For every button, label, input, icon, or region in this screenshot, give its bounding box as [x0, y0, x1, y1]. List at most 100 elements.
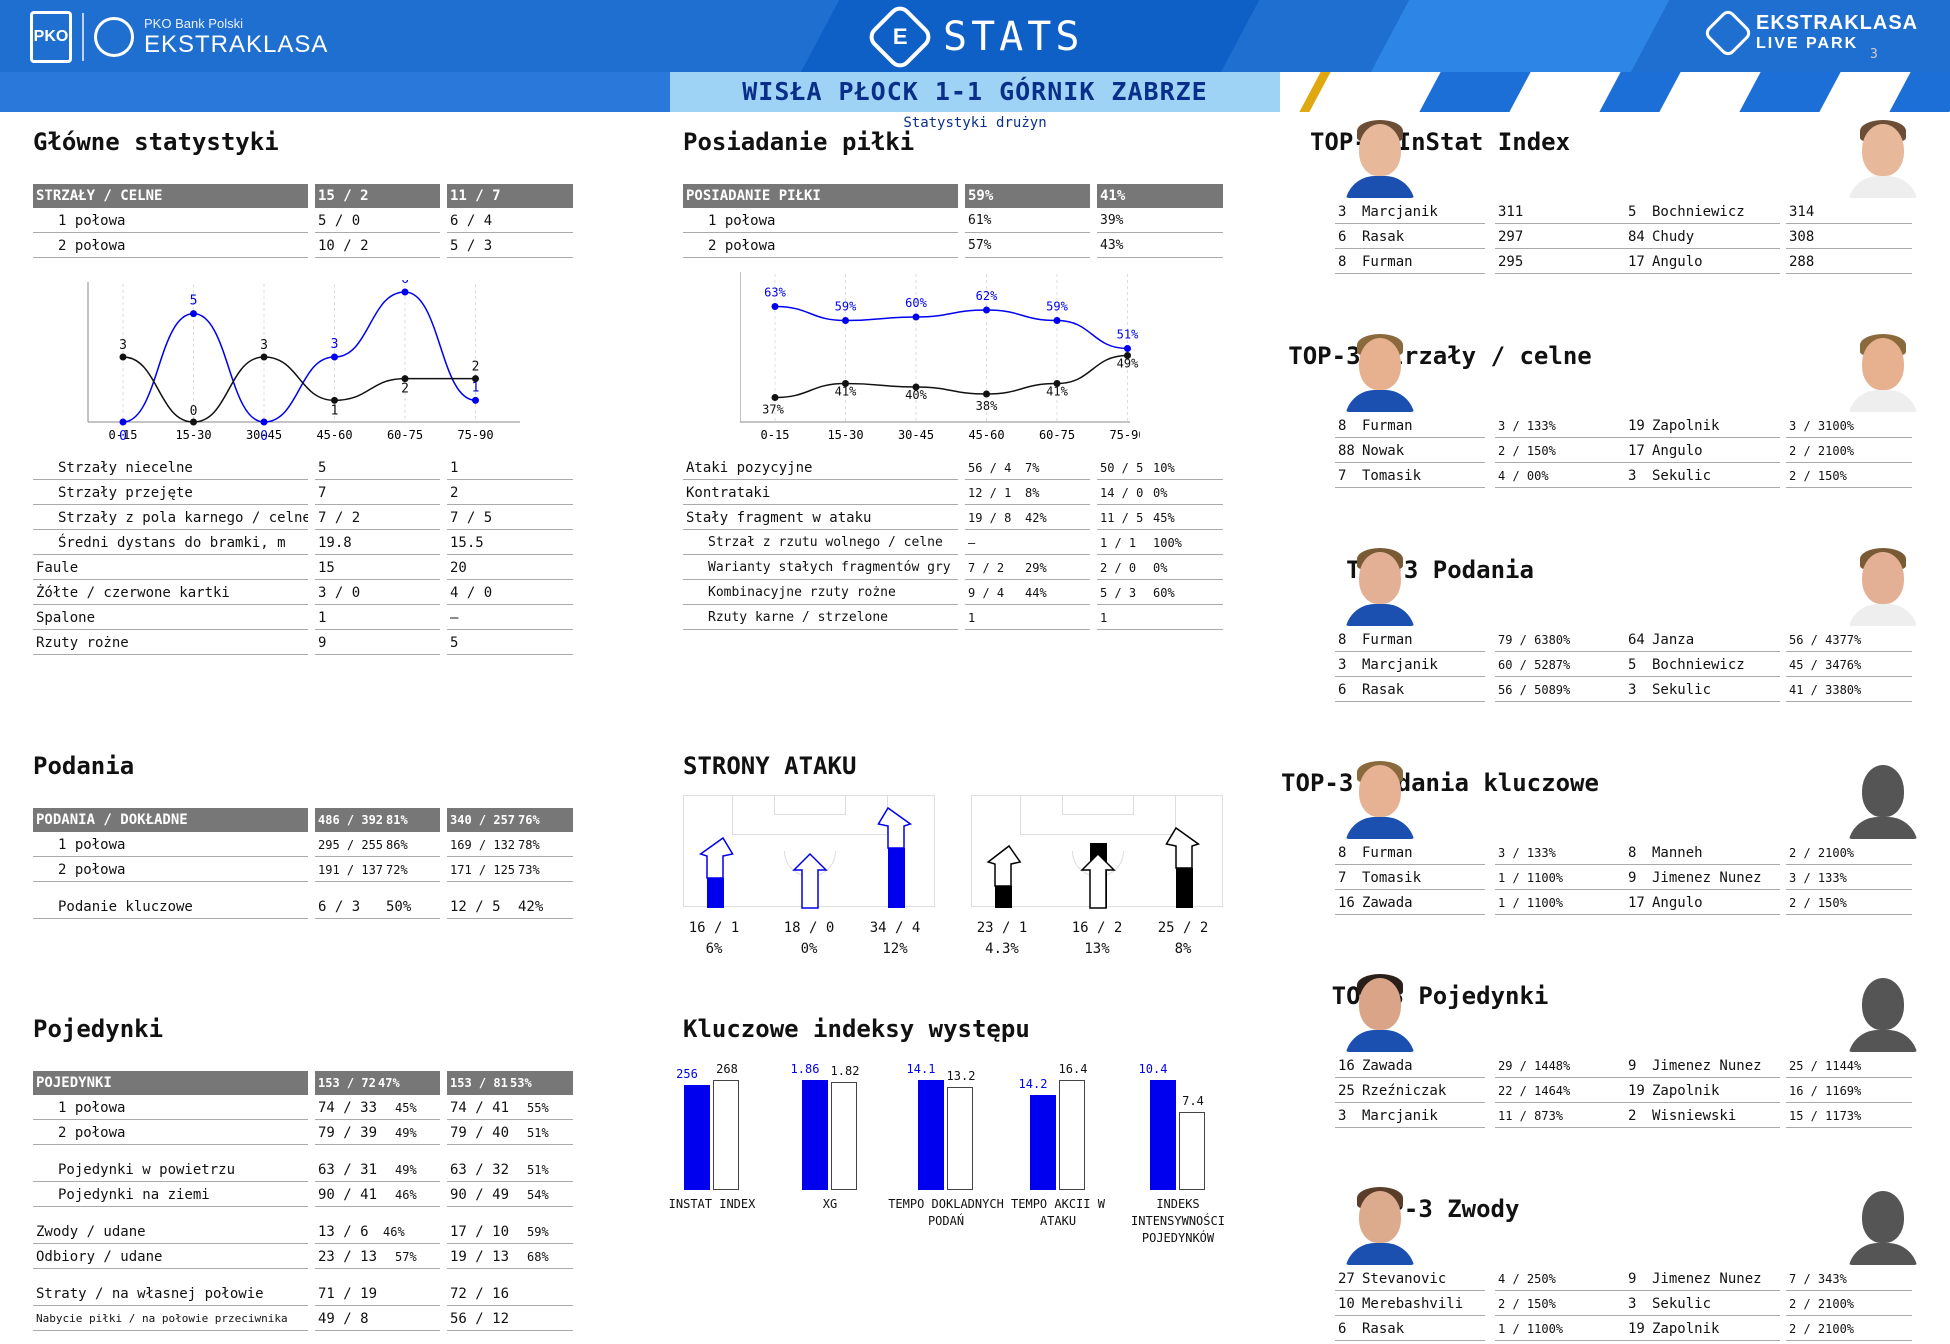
- player-number: 3: [1338, 1108, 1347, 1124]
- data-label: 2: [472, 360, 480, 375]
- header-home: 59%: [965, 184, 1090, 208]
- player-number: 19: [1628, 1321, 1645, 1337]
- row-home: 71 / 19: [315, 1282, 440, 1306]
- index-category-label: XG: [822, 1197, 838, 1211]
- player-name: Marcjanik: [1362, 1108, 1438, 1124]
- player-number: 3: [1628, 1296, 1637, 1312]
- row-label: Strzały z pola karnego / celne: [33, 506, 308, 530]
- top3-value: 3 / 133%: [1495, 414, 1625, 438]
- page-number: 3: [1870, 47, 1878, 62]
- top3-value: 3 / 3100%: [1786, 414, 1912, 438]
- value: 295: [1498, 254, 1524, 270]
- value: 308: [1789, 229, 1815, 245]
- row-home-pct: 49%: [395, 1126, 417, 1140]
- value-pct: 100%: [1825, 846, 1855, 860]
- player-number: 9: [1628, 1271, 1637, 1287]
- table-row: 2 połowa 79 / 39 49% 79 / 40 51%: [33, 1121, 573, 1146]
- player-name: Zapolnik: [1652, 418, 1720, 434]
- table-row: 1 połowa 74 / 33 45% 74 / 41 55%: [33, 1096, 573, 1121]
- table-row: Kombinacyjne rzuty rożne 9 / 4 44% 5 / 3 60%: [683, 581, 1223, 606]
- data-label: 1: [472, 380, 480, 395]
- value: 2 / 2: [1789, 1322, 1826, 1336]
- series-line: [122, 291, 476, 423]
- shirt: [1848, 1243, 1918, 1265]
- row-away-pct: 51%: [527, 1163, 549, 1177]
- player-silhouette-icon: [1848, 1185, 1918, 1265]
- value-pct: 87%: [1548, 658, 1571, 672]
- header-label: POJEDYNKI: [33, 1071, 308, 1095]
- row-away: 2 / 0: [1097, 556, 1223, 580]
- row-label: Kontrataki: [683, 481, 958, 505]
- row-home: 295 / 255: [315, 833, 440, 857]
- attack-arrow-icon: [792, 852, 828, 909]
- top3-value: 288: [1786, 250, 1912, 274]
- row-home-pct: 50%: [386, 899, 412, 915]
- section-title-possession: Posiadanie piłki: [683, 128, 915, 156]
- row-label: 1 połowa: [683, 209, 958, 233]
- data-point: [1124, 352, 1131, 359]
- value: 2 / 1: [1498, 1297, 1535, 1311]
- player-name: Rasak: [1362, 1321, 1405, 1337]
- player-name: Rasak: [1362, 682, 1405, 698]
- data-label: 3: [119, 338, 127, 353]
- head: [1862, 552, 1904, 604]
- row-home: 7: [315, 481, 440, 505]
- attack-level-bar: [707, 878, 724, 908]
- player-name: Bochniewicz: [1652, 657, 1745, 673]
- table-header: POJEDYNKI 153 / 72 47% 153 / 81 53%: [33, 1071, 573, 1096]
- value: 16 / 11: [1789, 1084, 1840, 1098]
- data-point: [260, 353, 268, 361]
- top3-player: 2 Wisniewski: [1625, 1104, 1780, 1128]
- table-row: Kontrataki 12 / 1 8% 14 / 0 0%: [683, 481, 1223, 506]
- table-row: Odbiory / udane 23 / 13 57% 19 / 13 68%: [33, 1245, 573, 1270]
- row-label: 1 połowa: [33, 209, 308, 233]
- shirt: [1848, 176, 1918, 198]
- row-home: 9 / 4: [965, 581, 1090, 605]
- index-category-label: INDEKS INTENSYWNOŚCI POJEDYNKÓW: [1131, 1197, 1225, 1245]
- value-pct: 69%: [1839, 1084, 1862, 1098]
- value: 2 / 2: [1789, 444, 1826, 458]
- table-row: 2 połowa 57% 43%: [683, 234, 1223, 259]
- attack-side-label: 16 / 2 13%: [1057, 918, 1137, 960]
- row-away: 1: [447, 456, 573, 480]
- bank-name: PKO Bank Polski: [144, 15, 243, 31]
- row-away: 17 / 10: [447, 1220, 573, 1244]
- head: [1862, 338, 1904, 390]
- row-away: 74 / 41: [447, 1096, 573, 1120]
- top3-player: 7 Tomasik: [1335, 866, 1485, 890]
- top3-player: 19 Zapolnik: [1625, 1317, 1780, 1341]
- attack-count: 23 / 1: [976, 920, 1028, 936]
- row-away: 72 / 16: [447, 1282, 573, 1306]
- value: 4 / 2: [1498, 1272, 1535, 1286]
- row-away: 1 / 1: [1097, 531, 1223, 555]
- index-value-away: 13.2: [946, 1069, 976, 1083]
- data-point: [771, 394, 779, 401]
- top3-value: 15 / 1173%: [1786, 1104, 1912, 1128]
- value-pct: 33%: [1825, 871, 1847, 885]
- value-pct: 100%: [1534, 871, 1564, 885]
- shirt: [1345, 390, 1415, 412]
- top3-value: 4 / 00%: [1495, 464, 1625, 488]
- row-home-pct: 29%: [1025, 561, 1047, 575]
- top3-value: 41 / 3380%: [1786, 678, 1912, 702]
- row-label: Strzał z rzutu wolnego / celne: [683, 531, 958, 555]
- index-bar-away: [1179, 1112, 1205, 1190]
- value: 3 / 1: [1789, 871, 1826, 885]
- row-label: Pojedynki na ziemi: [33, 1183, 308, 1207]
- value-pct: 77%: [1839, 633, 1862, 647]
- player-number: 8: [1338, 254, 1347, 270]
- top3-value: 56 / 4377%: [1786, 628, 1912, 652]
- pitch-home: [683, 795, 935, 909]
- player-name: Furman: [1362, 632, 1413, 648]
- head: [1359, 765, 1401, 817]
- value: 7 / 3: [1789, 1272, 1826, 1286]
- top3-value: 1 / 1100%: [1495, 866, 1625, 890]
- value: 314: [1789, 204, 1815, 220]
- row-label: Strzały przejęte: [33, 481, 308, 505]
- top3-player: 8 Furman: [1335, 841, 1485, 865]
- row-away: 14 / 0: [1097, 481, 1223, 505]
- player-photo: [1345, 972, 1415, 1052]
- shirt: [1848, 1030, 1918, 1052]
- player-number: 19: [1628, 418, 1645, 434]
- player-name: Zapolnik: [1652, 1083, 1720, 1099]
